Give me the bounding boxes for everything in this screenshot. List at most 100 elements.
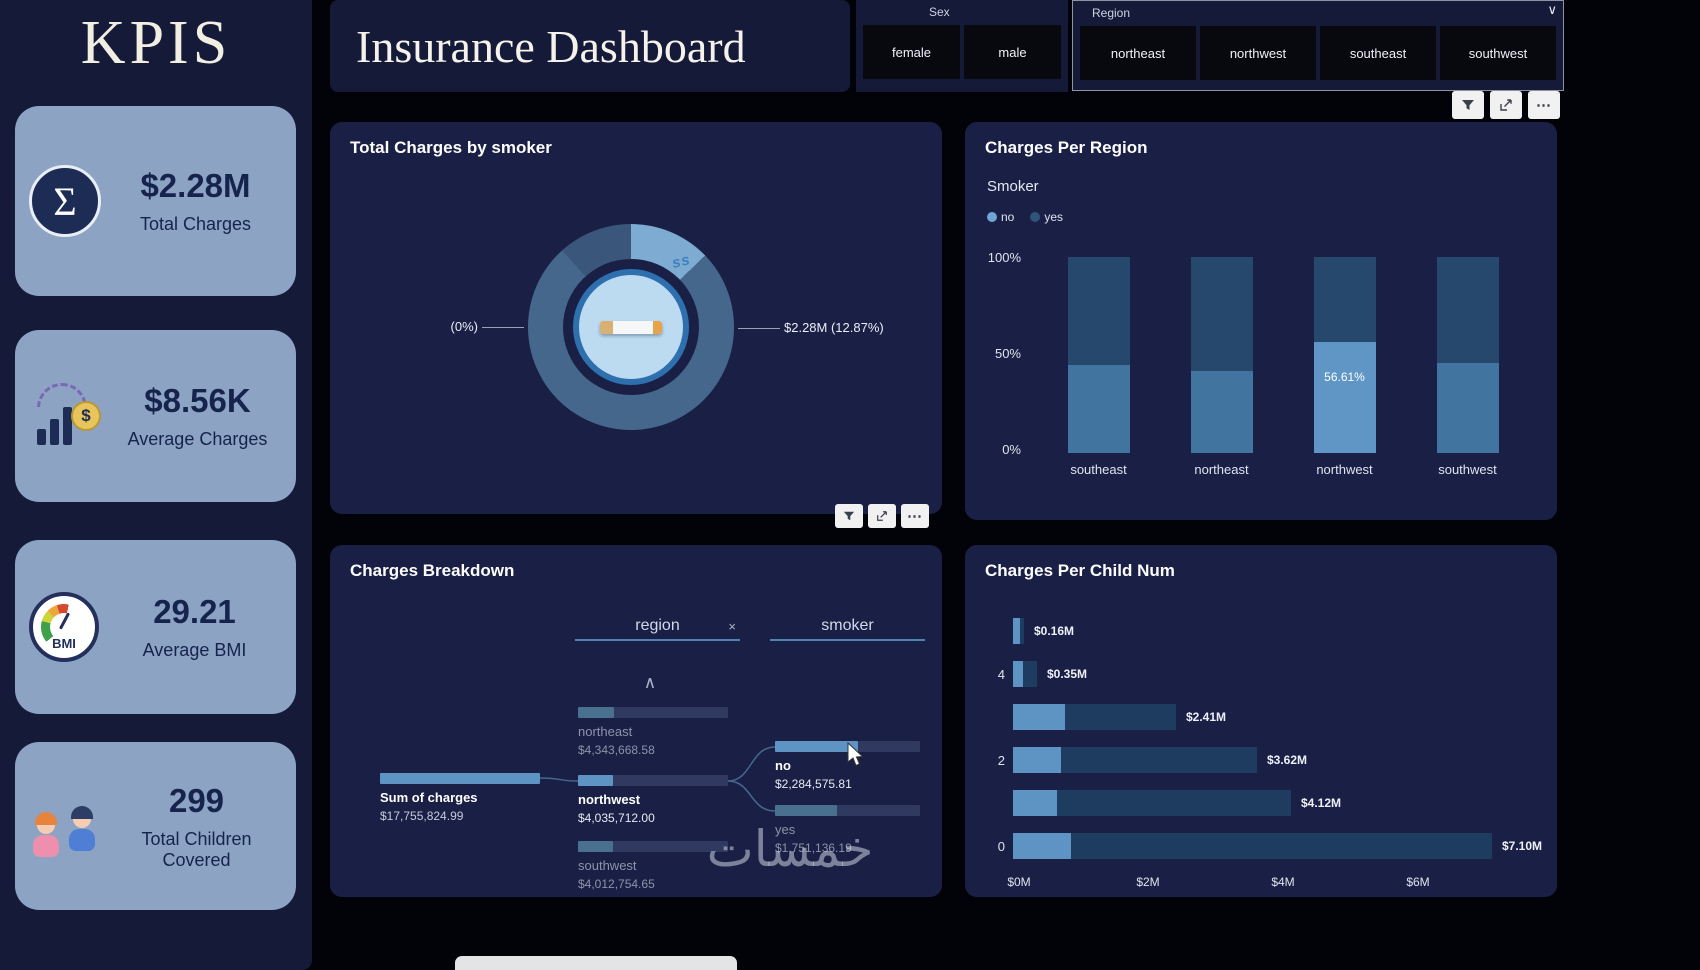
kpi-card-average-charges: $ $8.56K Average Charges bbox=[15, 330, 296, 502]
node-value: $2,284,575.81 bbox=[775, 777, 852, 791]
node-bar-fill bbox=[775, 741, 858, 752]
more-options-icon[interactable]: ⋯ bbox=[1528, 91, 1560, 119]
region-option-southwest[interactable]: southwest bbox=[1440, 26, 1556, 80]
bar-row: $4.12M bbox=[981, 789, 1545, 817]
x-axis-tick: $2M bbox=[1136, 875, 1160, 889]
sex-slicer-label: Sex bbox=[929, 5, 950, 19]
node-label: northeast bbox=[578, 724, 633, 739]
column-southwest[interactable] bbox=[1436, 257, 1499, 453]
kpi-label: Average BMI bbox=[142, 640, 247, 660]
node-bar[interactable] bbox=[578, 707, 728, 718]
more-options-icon[interactable]: ⋯ bbox=[901, 504, 929, 528]
region-option-northwest[interactable]: northwest bbox=[1200, 26, 1316, 80]
region-option-southeast[interactable]: southeast bbox=[1320, 26, 1436, 80]
head-shape bbox=[71, 806, 93, 828]
bmi-gauge-icon: BMI bbox=[29, 592, 99, 662]
bar-row: $2.41M bbox=[981, 703, 1545, 731]
visual-toolbar: ⋯ bbox=[1452, 91, 1560, 119]
y-axis-tick: 0% bbox=[1002, 442, 1021, 457]
legend-label: yes bbox=[1044, 210, 1064, 224]
node-bar[interactable] bbox=[380, 773, 540, 784]
focus-mode-icon[interactable] bbox=[1490, 91, 1522, 119]
page-title: Insurance Dashboard bbox=[356, 20, 746, 72]
tree-node-root[interactable]: Sum of charges $17,755,824.99 bbox=[380, 773, 540, 823]
filter-icon[interactable] bbox=[835, 504, 863, 528]
title-panel: Insurance Dashboard bbox=[330, 0, 850, 92]
bmi-icon-text: BMI bbox=[52, 636, 76, 651]
column-northeast[interactable] bbox=[1190, 257, 1253, 453]
hair-shape bbox=[71, 806, 93, 819]
smoker-donut-chart[interactable]: ss bbox=[528, 224, 734, 430]
node-bar[interactable] bbox=[775, 805, 920, 816]
data-label: 56.61% bbox=[1324, 370, 1365, 385]
x-axis-tick: $6M bbox=[1406, 875, 1430, 889]
segment-yes[interactable] bbox=[1190, 257, 1253, 371]
bar[interactable] bbox=[1013, 790, 1291, 816]
region-slicer[interactable]: Region ∨ northeast northwest southeast s… bbox=[1072, 0, 1564, 91]
x-axis: $0M $2M $4M $6M bbox=[1007, 875, 1523, 891]
region-option-northeast[interactable]: northeast bbox=[1080, 26, 1196, 80]
legend-item-no[interactable]: no bbox=[987, 210, 1014, 224]
panel-charges-breakdown: Charges Breakdown region × smoker ∧ Sum … bbox=[330, 545, 942, 897]
segment-yes[interactable] bbox=[1436, 257, 1499, 363]
panel-charges-per-child-num: Charges Per Child Num $0.16M 4 $0.35M $2… bbox=[965, 545, 1557, 897]
tree-level-label: region bbox=[635, 617, 680, 634]
bar[interactable] bbox=[1013, 661, 1037, 687]
close-icon[interactable]: × bbox=[728, 618, 736, 634]
tree-node-southwest[interactable]: southwest $4,012,754.65 bbox=[578, 841, 728, 891]
segment-yes[interactable] bbox=[1067, 257, 1130, 365]
bar-shape bbox=[37, 429, 46, 445]
bar[interactable] bbox=[1013, 704, 1176, 730]
bar[interactable] bbox=[1013, 618, 1024, 644]
category-label: northeast bbox=[1194, 462, 1249, 477]
node-bar[interactable] bbox=[578, 841, 728, 852]
segment-no[interactable] bbox=[1436, 362, 1499, 453]
bar-segment-light bbox=[1013, 661, 1023, 687]
bar-segment-light bbox=[1013, 704, 1065, 730]
stacked-column-plot: 56.61% bbox=[1037, 257, 1529, 453]
focus-mode-icon[interactable] bbox=[868, 504, 896, 528]
tree-node-smoker-yes[interactable]: yes $1,751,136.19 bbox=[775, 805, 920, 855]
bar[interactable] bbox=[1013, 747, 1257, 773]
kpi-card-total-charges: Σ $2.28M Total Charges bbox=[15, 106, 296, 296]
tree-level-smoker[interactable]: smoker bbox=[770, 613, 925, 641]
sex-slicer-buttons: female male bbox=[863, 25, 1061, 79]
data-label: $7.10M bbox=[1502, 839, 1543, 853]
kpi-value: 299 bbox=[168, 781, 225, 819]
node-bar[interactable] bbox=[578, 775, 728, 786]
legend: no yes bbox=[987, 210, 1063, 224]
segment-yes[interactable] bbox=[1313, 257, 1376, 343]
node-label: southwest bbox=[578, 858, 637, 873]
y-axis-label: 2 bbox=[997, 752, 1005, 768]
tree-node-northeast[interactable]: northeast $4,343,668.58 bbox=[578, 707, 728, 757]
legend-item-yes[interactable]: yes bbox=[1030, 210, 1063, 224]
sex-option-female[interactable]: female bbox=[863, 25, 960, 79]
panel-charges-per-region: Charges Per Region Smoker no yes 100% 50… bbox=[965, 122, 1557, 520]
segment-no[interactable]: 56.61% bbox=[1313, 342, 1376, 453]
horizontal-bar-plot: $0.16M 4 $0.35M $2.41M 2 $3.62M $4.12M bbox=[981, 617, 1545, 875]
segment-no[interactable] bbox=[1067, 364, 1130, 453]
kpis-title: KPIS bbox=[80, 9, 232, 77]
column-southeast[interactable] bbox=[1067, 257, 1130, 453]
filter-icon[interactable] bbox=[1452, 91, 1484, 119]
chevron-down-icon[interactable]: ∨ bbox=[1547, 2, 1557, 17]
smoke-marks: ss bbox=[670, 250, 693, 273]
kpi-text: 29.21 Average BMI bbox=[107, 593, 282, 661]
sex-option-male[interactable]: male bbox=[964, 25, 1061, 79]
column-northwest[interactable]: 56.61% bbox=[1313, 257, 1376, 453]
bar[interactable] bbox=[1013, 833, 1492, 859]
legend-dot bbox=[987, 212, 997, 222]
hair-shape bbox=[35, 812, 57, 825]
collapse-chevron-icon[interactable]: ∧ bbox=[643, 673, 657, 692]
segment-no[interactable] bbox=[1190, 370, 1253, 453]
node-value: $17,755,824.99 bbox=[380, 809, 464, 823]
kpi-value: $2.28M bbox=[140, 167, 251, 204]
legend-title: Smoker bbox=[987, 178, 1039, 195]
panel-title: Charges Breakdown bbox=[350, 561, 515, 580]
dollar-badge-icon: $ bbox=[71, 401, 101, 431]
tree-level-region[interactable]: region × bbox=[575, 613, 740, 641]
data-label: $0.16M bbox=[1034, 624, 1075, 638]
bar-segment-light bbox=[1013, 747, 1061, 773]
tree-node-northwest[interactable]: northwest $4,035,712.00 bbox=[578, 775, 728, 825]
